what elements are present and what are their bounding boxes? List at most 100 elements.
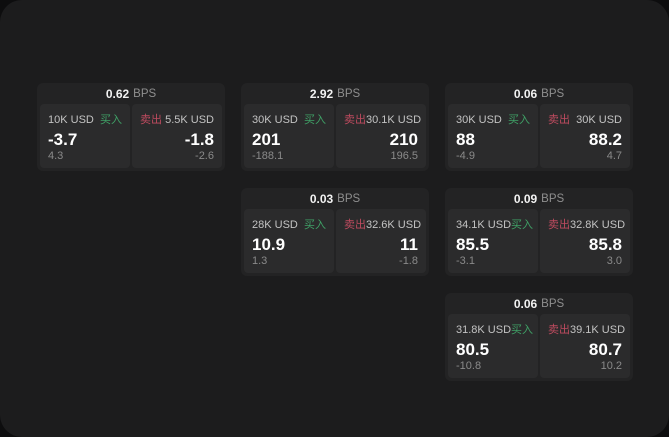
bps-unit-label: BPS: [337, 192, 361, 205]
buy-amount: 34.1K USD: [456, 219, 512, 231]
quote-card: 0.06 BPS 30K USD 买入 88 -4.9 卖出 30K USD 8…: [445, 83, 633, 171]
buy-quote-panel[interactable]: 30K USD 买入 201 -188.1: [244, 104, 334, 168]
buy-sub-value: 4.3: [48, 150, 64, 162]
sell-quote-panel[interactable]: 卖出 32.6K USD 11 -1.8: [336, 209, 426, 273]
quote-card: 0.09 BPS 34.1K USD 买入 85.5 -3.1 卖出 32.8K…: [445, 188, 633, 276]
bps-header: 0.62 BPS: [40, 83, 222, 104]
sell-header-row: 卖出 30K USD: [548, 111, 622, 127]
bps-value: 0.06: [513, 296, 538, 311]
buy-tag: 买入: [304, 219, 326, 231]
buy-tag: 买入: [100, 114, 122, 126]
sell-tag: 卖出: [344, 114, 366, 126]
buy-quote-panel[interactable]: 28K USD 买入 10.9 1.3: [244, 209, 334, 273]
buy-tag: 买入: [511, 324, 534, 336]
bps-unit-label: BPS: [541, 87, 565, 100]
sell-tag: 卖出: [548, 324, 570, 336]
sell-tag: 卖出: [344, 219, 366, 231]
buy-sub-value: 1.3: [252, 255, 268, 267]
sell-price: 210: [389, 130, 418, 149]
buy-header-row: 30K USD 买入: [252, 111, 326, 127]
card-body: 31.8K USD 买入 80.5 -10.8 卖出 39.1K USD 80.…: [448, 314, 630, 378]
quote-card: 0.06 BPS 31.8K USD 买入 80.5 -10.8 卖出 39.1…: [445, 293, 633, 381]
sell-quote-panel[interactable]: 卖出 30K USD 88.2 4.7: [540, 104, 630, 168]
card-body: 30K USD 买入 88 -4.9 卖出 30K USD 88.2 4.7: [448, 104, 630, 168]
sell-sub-value: 4.7: [606, 150, 622, 162]
quote-cards-grid: 0.62 BPS 10K USD 买入 -3.7 4.3 卖出 5.5K USD…: [37, 83, 633, 381]
sell-sub-value: 3.0: [606, 255, 622, 267]
sell-price: 88.2: [588, 130, 622, 149]
buy-price: 88: [456, 130, 475, 149]
sell-amount: 39.1K USD: [570, 324, 626, 336]
buy-quote-panel[interactable]: 30K USD 买入 88 -4.9: [448, 104, 538, 168]
sell-amount: 5.5K USD: [165, 114, 214, 126]
quote-card: 0.03 BPS 28K USD 买入 10.9 1.3 卖出 32.6K US…: [241, 188, 429, 276]
card-body: 10K USD 买入 -3.7 4.3 卖出 5.5K USD -1.8 -2.…: [40, 104, 222, 168]
bps-value: 0.03: [309, 191, 334, 206]
sell-tag: 卖出: [140, 114, 162, 126]
bps-value: 0.62: [105, 86, 130, 101]
sell-sub-value: -2.6: [195, 150, 214, 162]
quote-card: 0.62 BPS 10K USD 买入 -3.7 4.3 卖出 5.5K USD…: [37, 83, 225, 171]
buy-amount: 31.8K USD: [456, 324, 512, 336]
bps-unit-label: BPS: [133, 87, 157, 100]
buy-header-row: 10K USD 买入: [48, 111, 122, 127]
bps-header: 2.92 BPS: [244, 83, 426, 104]
buy-price: 85.5: [456, 235, 490, 254]
buy-quote-panel[interactable]: 34.1K USD 买入 85.5 -3.1: [448, 209, 538, 273]
sell-amount: 30.1K USD: [366, 114, 422, 126]
sell-quote-panel[interactable]: 卖出 30.1K USD 210 196.5: [336, 104, 426, 168]
buy-amount: 10K USD: [48, 114, 94, 126]
buy-quote-panel[interactable]: 10K USD 买入 -3.7 4.3: [40, 104, 130, 168]
sell-amount: 32.8K USD: [570, 219, 626, 231]
buy-price: 80.5: [456, 340, 490, 359]
buy-amount: 30K USD: [252, 114, 298, 126]
bps-unit-label: BPS: [337, 87, 361, 100]
sell-header-row: 卖出 32.8K USD: [548, 216, 626, 232]
buy-sub-value: -4.9: [456, 150, 475, 162]
buy-price: 10.9: [252, 235, 286, 254]
sell-sub-value: -1.8: [399, 255, 418, 267]
buy-tag: 买入: [508, 114, 530, 126]
bps-header: 0.06 BPS: [448, 83, 630, 104]
card-body: 30K USD 买入 201 -188.1 卖出 30.1K USD 210 1…: [244, 104, 426, 168]
bps-unit-label: BPS: [541, 297, 565, 310]
bps-value: 2.92: [309, 86, 334, 101]
buy-tag: 买入: [304, 114, 326, 126]
buy-quote-panel[interactable]: 31.8K USD 买入 80.5 -10.8: [448, 314, 538, 378]
sell-amount: 30K USD: [576, 114, 622, 126]
buy-header-row: 34.1K USD 买入: [456, 216, 533, 232]
card-body: 34.1K USD 买入 85.5 -3.1 卖出 32.8K USD 85.8…: [448, 209, 630, 273]
buy-amount: 28K USD: [252, 219, 298, 231]
bps-header: 0.09 BPS: [448, 188, 630, 209]
buy-sub-value: -10.8: [456, 360, 482, 372]
sell-amount: 32.6K USD: [366, 219, 422, 231]
buy-sub-value: -3.1: [456, 255, 475, 267]
buy-header-row: 31.8K USD 买入: [456, 321, 534, 337]
card-body: 28K USD 买入 10.9 1.3 卖出 32.6K USD 11 -1.8: [244, 209, 426, 273]
bps-header: 0.06 BPS: [448, 293, 630, 314]
buy-price: 201: [252, 130, 281, 149]
bps-header: 0.03 BPS: [244, 188, 426, 209]
sell-quote-panel[interactable]: 卖出 39.1K USD 80.7 10.2: [540, 314, 630, 378]
sell-tag: 卖出: [548, 114, 570, 126]
sell-price: -1.8: [184, 130, 214, 149]
bps-value: 0.06: [513, 86, 538, 101]
bps-value: 0.09: [513, 191, 538, 206]
sell-header-row: 卖出 30.1K USD: [344, 111, 422, 127]
bps-unit-label: BPS: [541, 192, 565, 205]
sell-price: 85.8: [588, 235, 622, 254]
sell-sub-value: 10.2: [600, 360, 622, 372]
sell-quote-panel[interactable]: 卖出 32.8K USD 85.8 3.0: [540, 209, 630, 273]
buy-amount: 30K USD: [456, 114, 502, 126]
sell-header-row: 卖出 5.5K USD: [140, 111, 214, 127]
buy-header-row: 30K USD 买入: [456, 111, 530, 127]
buy-price: -3.7: [48, 130, 78, 149]
sell-tag: 卖出: [548, 219, 570, 231]
buy-header-row: 28K USD 买入: [252, 216, 326, 232]
quote-card: 2.92 BPS 30K USD 买入 201 -188.1 卖出 30.1K …: [241, 83, 429, 171]
sell-quote-panel[interactable]: 卖出 5.5K USD -1.8 -2.6: [132, 104, 222, 168]
buy-sub-value: -188.1: [252, 150, 284, 162]
sell-price: 80.7: [588, 340, 622, 359]
